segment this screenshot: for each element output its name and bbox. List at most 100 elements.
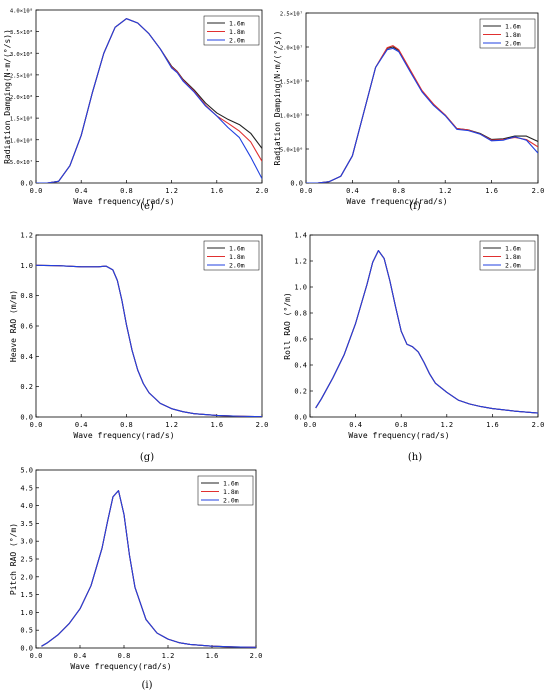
series-line-2.0m	[36, 18, 262, 183]
x-tick-label: 0.0	[300, 187, 313, 195]
legend-label-2.0m: 2.0m	[505, 262, 521, 270]
y-tick-label: 1.2	[294, 258, 307, 266]
legend: 1.6m1.8m2.0m	[197, 475, 254, 506]
y-tick-label: 0.4	[20, 353, 33, 361]
x-tick-label: 0.0	[304, 421, 317, 429]
x-tick-label: 1.6	[486, 421, 499, 429]
x-tick-label: 0.0	[30, 187, 43, 195]
y-tick-label: 1.5×10⁷	[280, 79, 303, 86]
y-tick-label: 0.5	[20, 627, 33, 635]
y-tick-label: 0.4	[294, 362, 307, 370]
x-tick-label: 1.2	[165, 421, 178, 429]
y-tick-label: 1.0	[20, 262, 33, 270]
y-axis-label: Roll RAO (°/m)	[283, 292, 292, 359]
y-tick-label: 2.0	[20, 573, 33, 581]
y-tick-label: 0.0	[290, 180, 303, 188]
y-tick-label: 1.0	[294, 284, 307, 292]
y-tick-label: 4.0×10⁸	[10, 8, 33, 15]
legend: 1.6m1.8m2.0m	[479, 18, 536, 49]
legend: 1.6m1.8m2.0m	[203, 240, 260, 271]
y-tick-label: 0.6	[294, 336, 307, 344]
y-tick-label: 0.2	[294, 388, 307, 396]
y-tick-label: 1.5×10⁸	[10, 116, 33, 123]
legend-label-1.8m: 1.8m	[223, 488, 239, 496]
y-tick-label: 4.0	[20, 502, 33, 510]
y-tick-label: 2.5×10⁷	[280, 11, 303, 18]
series-line-1.8m	[315, 250, 538, 414]
x-axis-label: Wave frequency(rad/s)	[348, 431, 449, 440]
y-tick-label: 0.8	[294, 310, 307, 318]
legend-label-1.8m: 1.8m	[229, 253, 245, 261]
legend: 1.6m1.8m2.0m	[203, 15, 260, 46]
y-tick-label: 2.0×10⁷	[280, 45, 303, 52]
x-tick-label: 0.8	[118, 652, 131, 660]
series-line-2.0m	[36, 264, 262, 417]
x-tick-label: 1.2	[162, 652, 175, 660]
y-tick-label: 3.5	[20, 520, 33, 528]
series-line-1.6m	[315, 250, 538, 414]
y-tick-label: 1.0	[20, 609, 33, 617]
y-axis-label: Radiation Damping(N·m/(°/s))	[3, 29, 12, 164]
legend-label-1.6m: 1.6m	[505, 245, 521, 253]
x-tick-label: 1.6	[206, 652, 219, 660]
y-tick-label: 0.0	[20, 180, 33, 188]
legend-label-1.6m: 1.6m	[223, 480, 239, 488]
y-tick-label: 2.5×10⁸	[10, 72, 33, 79]
y-axis-label: Radiation Damping(N·m/(°/s))	[273, 31, 282, 166]
x-tick-label: 0.4	[75, 187, 88, 195]
y-tick-label: 3.0	[20, 538, 33, 546]
x-tick-label: 0.8	[120, 187, 133, 195]
x-tick-label: 0.4	[349, 421, 362, 429]
legend-label-2.0m: 2.0m	[229, 37, 245, 45]
panel-label: (g)	[140, 452, 154, 463]
panel-label: (h)	[408, 452, 422, 463]
legend: 1.6m1.8m2.0m	[479, 240, 536, 271]
series-line-2.0m	[315, 250, 538, 414]
y-tick-label: 1.2	[20, 232, 33, 240]
y-axis-label: Heave RAO (m/m)	[9, 290, 18, 362]
series-line-1.8m	[41, 490, 256, 648]
y-tick-label: 4.5	[20, 484, 33, 492]
y-tick-label: 2.5	[20, 556, 33, 564]
series-line-1.8m	[306, 45, 538, 183]
y-tick-label: 1.5	[20, 591, 33, 599]
x-tick-label: 0.4	[346, 187, 359, 195]
chart-panel-f: 0.0 0.4 0.8 1.2 1.6 2.0 0.0 5.0×10⁶ 1.0×10⁷ 1.5×1…	[273, 11, 544, 213]
y-axis-label: Pitch RAO (°/m)	[9, 523, 18, 595]
y-tick-label: 1.4	[294, 232, 307, 240]
x-tick-label: 2.0	[250, 652, 263, 660]
y-tick-label: 0.8	[20, 292, 33, 300]
x-axis-label: Wave frequency(rad/s)	[70, 662, 171, 671]
y-tick-label: 3.0×10⁸	[10, 51, 33, 58]
series-line-1.8m	[36, 264, 262, 417]
x-tick-label: 2.0	[256, 421, 269, 429]
plot-frame	[309, 234, 539, 418]
chart-panel-h: 0.0 0.4 0.8 1.2 1.6 2.0 0.0 0.2 0.4 0.6 0.8 1.0 1.2 1…	[283, 232, 544, 464]
panel-label: (f)	[409, 201, 421, 212]
x-tick-label: 0.4	[75, 421, 88, 429]
x-axis-label: Wave frequency(rad/s)	[346, 197, 447, 206]
y-tick-label: 0.0	[294, 414, 307, 422]
x-tick-label: 0.0	[30, 652, 43, 660]
y-tick-label: 5.0×10⁶	[280, 147, 303, 154]
legend-label-2.0m: 2.0m	[223, 497, 239, 505]
y-tick-label: 3.5×10⁸	[10, 29, 33, 36]
x-tick-label: 1.2	[165, 187, 178, 195]
y-tick-label: 0.0	[20, 645, 33, 653]
x-tick-label: 1.2	[439, 187, 452, 195]
series-line-1.6m	[306, 46, 538, 183]
y-tick-label: 0.6	[20, 323, 33, 331]
legend-label-1.8m: 1.8m	[505, 253, 521, 261]
y-tick-label: 5.0×10⁷	[10, 159, 33, 166]
x-axis-label: Wave frequency(rad/s)	[73, 431, 174, 440]
legend-label-1.6m: 1.6m	[505, 23, 521, 31]
x-tick-label: 1.6	[485, 187, 498, 195]
x-tick-label: 2.0	[256, 187, 269, 195]
y-tick-label: 5.0	[20, 467, 33, 475]
legend-label-2.0m: 2.0m	[229, 262, 245, 270]
legend-label-1.8m: 1.8m	[229, 28, 245, 36]
series-line-1.6m	[41, 490, 256, 648]
x-tick-label: 2.0	[532, 421, 545, 429]
y-tick-label: 0.0	[20, 414, 33, 422]
